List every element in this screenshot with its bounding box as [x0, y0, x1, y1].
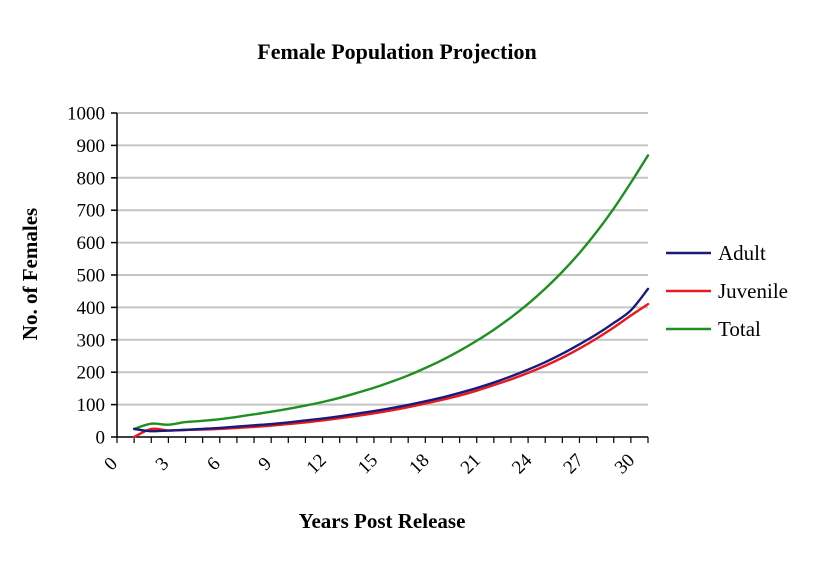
y-tick-label: 0 — [96, 428, 106, 449]
y-tick-label: 300 — [77, 330, 106, 351]
gridlines — [117, 112, 648, 406]
y-tick-label: 1000 — [67, 104, 105, 125]
y-tick-label: 900 — [77, 136, 106, 157]
y-tick-label: 400 — [77, 298, 106, 319]
legend-label-adult: Adult — [718, 241, 766, 265]
y-tick-label: 500 — [77, 266, 106, 287]
series-line-adult — [132, 287, 650, 433]
y-tick-label: 100 — [77, 395, 106, 416]
axes — [111, 112, 649, 443]
y-tick-label: 700 — [77, 201, 106, 222]
series-lines — [132, 154, 650, 439]
legend-label-total: Total — [718, 317, 761, 341]
y-tick-label: 600 — [77, 233, 106, 254]
legend-label-juvenile: Juvenile — [718, 279, 788, 303]
x-axis-title: Years Post Release — [299, 509, 466, 533]
y-tick-label: 200 — [77, 363, 106, 384]
y-axis-title: No. of Females — [18, 208, 42, 340]
chart-title: Female Population Projection — [257, 39, 536, 64]
y-tick-label: 800 — [77, 168, 106, 189]
series-line-total — [132, 154, 650, 431]
legend: Adult Juvenile Total — [666, 241, 788, 341]
